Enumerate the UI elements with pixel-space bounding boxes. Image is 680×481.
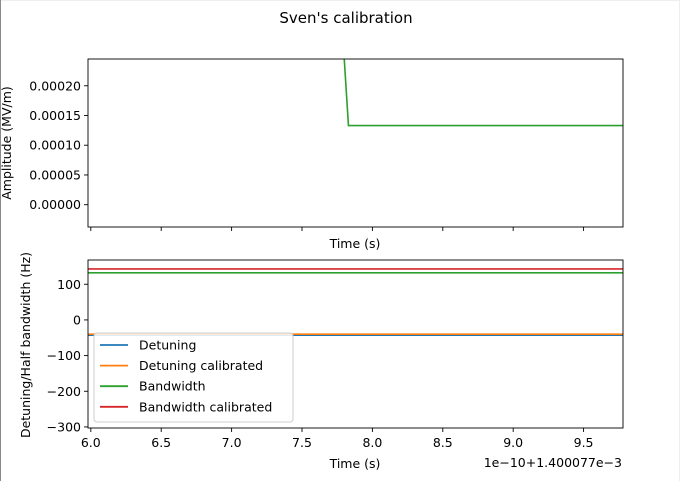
detuning-xtick-label: 7.0 bbox=[222, 435, 242, 450]
detuning-axes-frame bbox=[87, 259, 624, 429]
amplitude-ytick-label: 0.00000 bbox=[29, 197, 81, 212]
figure-left-edge bbox=[0, 0, 1, 481]
detuning-ytick-label: −300 bbox=[47, 419, 81, 434]
legend: Detuning Detuning calibrated Bandwidth Band… bbox=[93, 332, 294, 423]
amplitude-ytick-label: 0.00005 bbox=[29, 167, 81, 182]
legend-label-0: Detuning bbox=[139, 338, 196, 353]
detuning-xlabel: Time (s) bbox=[329, 456, 381, 471]
detuning-xtick-label: 8.5 bbox=[433, 435, 453, 450]
detuning-panel: −300 −200 −100 0 100 6.0 6.5 7.0 7.5 8.0 8.5 9.0 9.… bbox=[18, 252, 624, 471]
detuning-ytick-label: 100 bbox=[57, 277, 81, 292]
detuning-xtick-label: 9.5 bbox=[574, 435, 594, 450]
detuning-ylabel: Detuning/Half bandwidth (Hz) bbox=[18, 252, 33, 438]
amplitude-axes-frame bbox=[87, 58, 624, 228]
legend-label-1: Detuning calibrated bbox=[139, 358, 263, 373]
detuning-xtick-label: 8.0 bbox=[362, 435, 382, 450]
legend-label-2: Bandwidth bbox=[139, 379, 206, 394]
x-offset-text: 1e−10+1.400077e−3 bbox=[484, 455, 622, 470]
detuning-ytick-label: −100 bbox=[47, 348, 81, 363]
amplitude-panel: 0.00000 0.00005 0.00010 0.00015 0.00020 Time… bbox=[0, 58, 624, 251]
amplitude-ytick-label: 0.00015 bbox=[29, 108, 81, 123]
legend-label-3: Bandwidth calibrated bbox=[139, 399, 272, 414]
legend-box bbox=[93, 332, 294, 423]
detuning-xtick-label: 6.0 bbox=[81, 435, 101, 450]
figure-top-edge bbox=[0, 0, 680, 1]
amplitude-ytick-label: 0.00020 bbox=[29, 78, 81, 93]
figure-title: Sven's calibration bbox=[279, 9, 412, 27]
detuning-ytick-label: −200 bbox=[47, 384, 81, 399]
detuning-xtick-label: 9.0 bbox=[503, 435, 523, 450]
detuning-xtick-label: 7.5 bbox=[292, 435, 312, 450]
detuning-xtick-label: 6.5 bbox=[151, 435, 171, 450]
amplitude-xlabel: Time (s) bbox=[329, 236, 381, 251]
amplitude-series-line-0 bbox=[343, 59, 623, 127]
detuning-ytick-label: 0 bbox=[73, 312, 81, 327]
amplitude-ylabel: Amplitude (MV/m) bbox=[0, 86, 14, 200]
amplitude-ytick-label: 0.00010 bbox=[29, 138, 81, 153]
